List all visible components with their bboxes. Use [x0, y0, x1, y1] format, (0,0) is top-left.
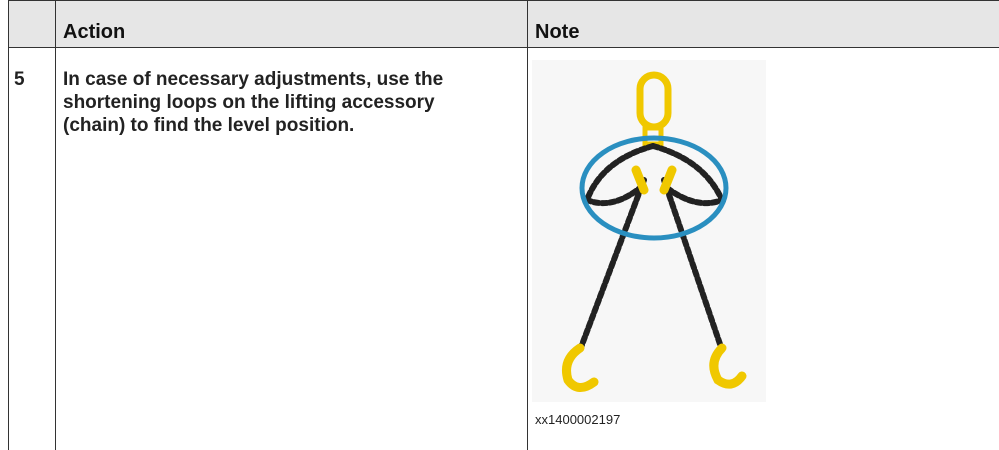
action-line: In case of necessary adjustments, use th… [63, 69, 444, 90]
chain-sling-figure [532, 60, 766, 402]
figure-caption: xx1400002197 [535, 412, 621, 427]
table-border [8, 47, 999, 48]
step-number: 5 [14, 69, 25, 90]
action-line: (chain) to find the level position. [63, 115, 355, 136]
table-border [55, 0, 56, 450]
header-row [8, 0, 999, 47]
header-note: Note [535, 21, 580, 43]
action-line: shortening loops on the lifting accessor… [63, 92, 435, 113]
table-border [8, 0, 999, 1]
table-border [527, 0, 528, 450]
table-border [8, 0, 9, 450]
header-action: Action [63, 21, 126, 43]
